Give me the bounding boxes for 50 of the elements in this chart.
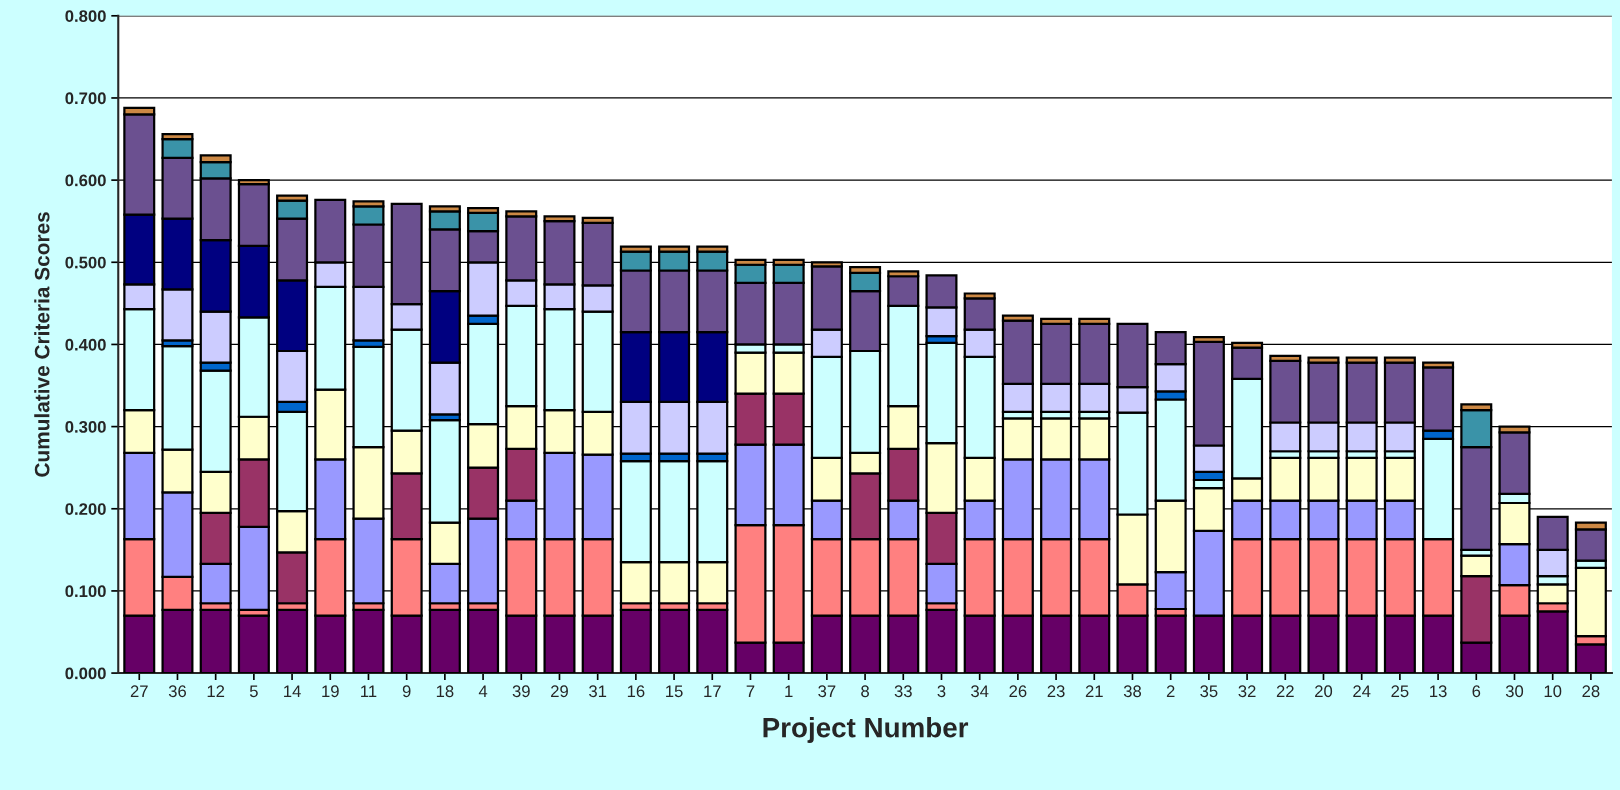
x-tick-label: 5 [249,685,258,698]
y-tick-label: 0.400 [65,338,106,351]
x-tick-label: 34 [971,685,989,698]
x-tick-label: 1 [785,685,793,697]
y-tick-label: 0.600 [65,174,106,187]
x-tick-label: 9 [402,685,411,698]
x-tick-label: 7 [746,685,755,697]
x-tick-label: 20 [1315,685,1333,698]
x-axis-title: Project Number [763,717,969,743]
x-tick-label: 33 [894,685,912,698]
x-tick-label: 3 [937,685,946,698]
x-tick-label: 38 [1123,685,1142,698]
x-tick-label: 2 [1166,685,1175,697]
x-tick-label: 15 [666,685,683,698]
x-tick-label: 28 [1582,685,1600,698]
x-tick-label: 36 [168,685,187,698]
x-tick-label: 31 [589,685,607,698]
x-tick-label: 25 [1391,685,1409,698]
x-tick-label: 8 [861,685,869,698]
x-tick-label: 24 [1353,685,1371,697]
y-tick-label: 0.100 [65,585,106,598]
y-tick-label: 0.200 [65,503,106,515]
x-tick-label: 26 [1009,685,1027,698]
x-tick-label: 37 [818,685,836,698]
x-tick-label: 13 [1430,685,1447,698]
x-tick-label: 35 [1200,685,1218,698]
y-tick-label: 0.700 [65,92,106,105]
y-tick-label: 0.000 [65,667,106,680]
x-tick-label: 27 [130,685,148,697]
y-tick-label: 0.300 [65,421,106,433]
x-tick-label: 18 [436,685,454,698]
y-tick-label: 0.500 [65,256,106,269]
x-tick-label: 12 [207,685,225,697]
x-tick-label: 16 [627,685,645,698]
x-tick-label: 10 [1544,685,1562,698]
x-tick-label: 22 [1276,685,1294,697]
y-tick-label: 0.800 [65,10,106,22]
x-tick-label: 19 [322,685,339,698]
x-tick-label: 11 [361,685,377,697]
x-tick-label: 6 [1472,685,1481,698]
x-tick-label: 39 [512,685,530,698]
x-tick-label: 29 [551,685,568,698]
y-axis-title: Cumulative Criteria Scores [34,212,50,477]
x-tick-label: 32 [1238,685,1256,698]
x-tick-label: 14 [284,685,301,697]
x-tick-label: 30 [1505,685,1524,698]
x-tick-label: 21 [1085,685,1103,697]
x-tick-label: 17 [704,685,721,697]
x-tick-label: 4 [478,685,488,697]
x-tick-label: 23 [1047,685,1065,698]
